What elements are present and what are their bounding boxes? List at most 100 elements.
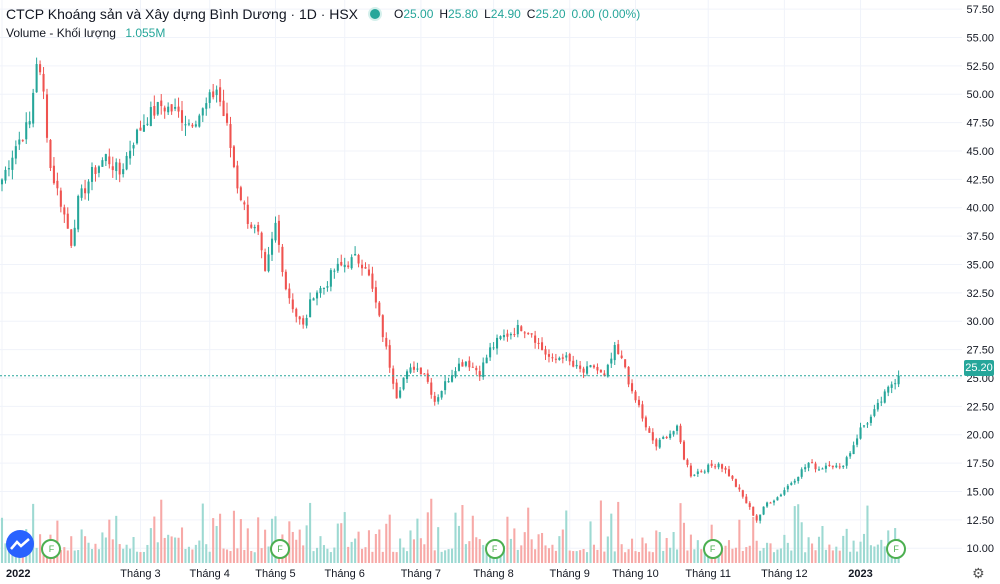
candle-body — [644, 417, 647, 428]
volume-bar — [378, 529, 381, 563]
candle-body — [450, 375, 454, 382]
candle-body — [378, 302, 381, 316]
candle-body — [534, 335, 537, 343]
candle-body — [759, 514, 762, 521]
candle-body — [32, 92, 35, 124]
candle-body — [385, 337, 388, 347]
volume-bar — [731, 548, 734, 563]
candle-body — [786, 485, 789, 490]
event-marker-icon[interactable]: F — [702, 539, 723, 559]
candle-body — [39, 64, 42, 73]
candle-body — [724, 467, 727, 470]
candle-body — [482, 362, 485, 377]
volume-bar — [679, 503, 682, 563]
candle-body — [665, 437, 668, 439]
event-marker-icon[interactable]: F — [41, 539, 62, 559]
volume-bar — [229, 551, 232, 563]
candle-body — [87, 181, 90, 194]
gear-icon[interactable]: ⚙ — [972, 565, 985, 581]
candle-body — [360, 264, 364, 269]
y-tick-label: 42.50 — [966, 174, 994, 186]
event-marker-icon[interactable]: F — [269, 539, 290, 559]
candle-body — [721, 464, 724, 469]
interval[interactable]: 1D — [298, 6, 317, 22]
volume-bar — [4, 543, 7, 563]
volume-bar — [624, 552, 627, 563]
volume-bar — [662, 550, 665, 563]
volume-bar — [804, 552, 807, 563]
volume-bar — [430, 498, 433, 563]
volume-value: 1.055M — [125, 26, 166, 40]
candle-body — [845, 457, 848, 466]
tradingview-logo-icon[interactable] — [6, 530, 34, 558]
volume-bar — [741, 550, 744, 563]
candle-body — [322, 287, 325, 289]
symbol-name[interactable]: CTCP Khoáng sản và Xây dựng Bình Dương — [6, 6, 287, 22]
volume-bar — [721, 548, 724, 563]
candle-body — [4, 169, 7, 181]
candle-body — [461, 362, 464, 367]
candle-body — [167, 106, 170, 113]
candle-body — [295, 308, 298, 317]
volume-bar — [665, 537, 668, 563]
candle-body — [541, 342, 544, 351]
candle-body — [741, 490, 744, 497]
event-marker-icon[interactable]: F — [484, 539, 505, 559]
volume-bar — [35, 547, 38, 563]
volume-bar — [184, 549, 187, 563]
volume-bar — [513, 528, 516, 563]
volume-bar — [572, 551, 575, 563]
candle-body — [731, 475, 734, 479]
candle-body — [298, 316, 301, 320]
volume-bar — [77, 550, 80, 563]
volume-bar — [696, 540, 699, 563]
candle-body — [856, 438, 859, 445]
volume-bar — [360, 548, 364, 563]
candle-body — [350, 257, 353, 269]
volume-bar — [312, 551, 315, 563]
candle-body — [156, 102, 159, 115]
volume-bar — [565, 510, 568, 563]
price-axis: 57.50 55.00 52.50 50.00 47.50 45.00 42.50 40.00… — [966, 4, 994, 555]
y-tick-label: 57.50 — [966, 4, 994, 16]
candle-body — [734, 479, 737, 487]
volume-bar — [177, 537, 180, 563]
volume-bar — [146, 544, 149, 563]
candle-body — [35, 64, 38, 93]
y-tick-label: 35.00 — [966, 259, 994, 271]
candle-body — [160, 100, 163, 107]
volume-bar — [655, 530, 658, 563]
volume-bar — [568, 550, 571, 563]
ohlc-high: H25.80 — [439, 7, 479, 21]
volume-bars — [0, 498, 900, 563]
candle-body — [793, 480, 796, 483]
candle-body — [641, 404, 644, 419]
candle-body — [291, 299, 294, 310]
candle-body — [281, 246, 284, 273]
time-axis: 2022 Tháng 3 Tháng 4 Tháng 5 Tháng 6 Tháng 7 T… — [6, 568, 873, 580]
y-tick-label: 22.50 — [966, 401, 994, 413]
volume-bar — [450, 548, 454, 563]
candle-body — [842, 465, 845, 468]
volume-bar — [859, 541, 862, 563]
volume-bar — [579, 550, 582, 563]
candle-body — [880, 401, 883, 403]
candle-body — [572, 360, 575, 367]
volume-bar — [239, 519, 242, 563]
candle-body — [416, 368, 419, 370]
candle-body — [807, 462, 810, 468]
candle-body — [696, 471, 699, 474]
volume-bar — [776, 549, 779, 563]
candle-body — [617, 344, 620, 355]
candle-body — [253, 226, 256, 229]
event-marker-icon[interactable]: F — [886, 539, 907, 559]
x-tick-label: Tháng 8 — [473, 568, 513, 580]
candle-body — [170, 104, 173, 112]
volume-legend[interactable]: Volume - Khối lượng 1.055M — [6, 26, 165, 40]
market-status-dot-icon — [368, 7, 382, 21]
candle-body — [779, 494, 782, 497]
candle-body — [187, 123, 190, 125]
y-tick-label: 27.50 — [966, 345, 994, 357]
volume-bar — [163, 537, 166, 563]
